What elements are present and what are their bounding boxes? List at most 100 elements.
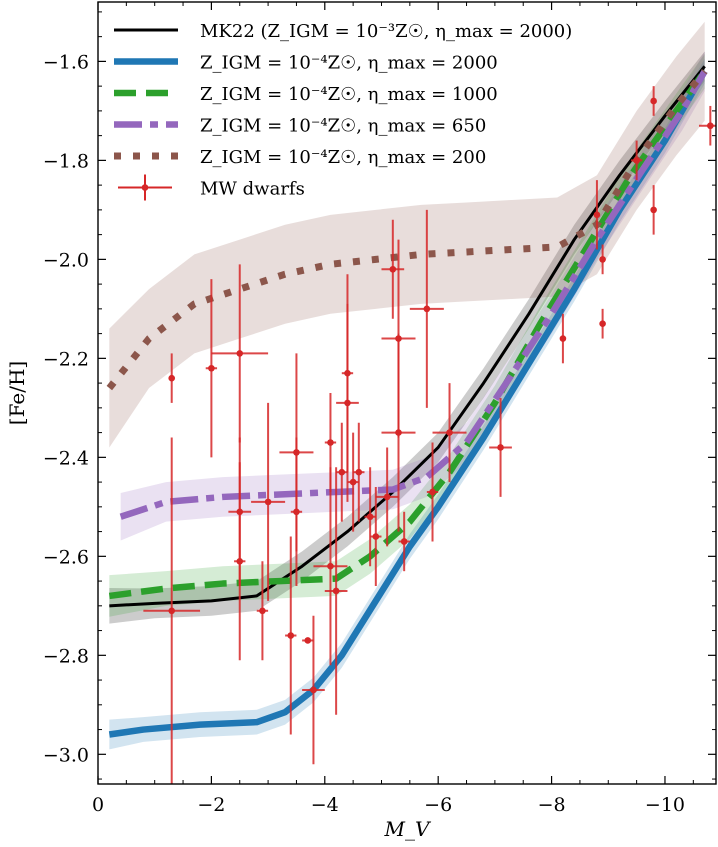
uncertainty-bands <box>109 21 705 750</box>
mw-dwarf-point <box>290 437 303 587</box>
legend-swatch-marker <box>141 184 149 191</box>
mw-dwarf-point <box>143 437 201 784</box>
y-tick-label: −1.8 <box>43 150 89 172</box>
point-marker <box>338 468 346 476</box>
mw-dwarf-point <box>593 180 601 250</box>
point-marker <box>633 157 640 164</box>
point-marker <box>400 538 408 545</box>
legend-label: MK22 (Z_IGM = 10⁻³Z☉, η_max = 2000) <box>200 21 572 42</box>
mw-dwarf-point <box>630 140 643 181</box>
legend: MK22 (Z_IGM = 10⁻³Z☉, η_max = 2000) Z_IGM… <box>114 21 572 201</box>
point-marker <box>599 256 606 263</box>
legend-label: Z_IGM = 10⁻⁴Z☉, η_max = 2000 <box>200 53 498 74</box>
mw-dwarf-point <box>168 353 176 403</box>
x-tick-label: −2 <box>197 794 225 816</box>
point-marker <box>650 206 657 214</box>
mw-dwarf-point <box>353 422 365 522</box>
mw-dwarf-point <box>256 561 269 661</box>
mw-dwarf-point <box>341 274 354 473</box>
mw-dwarf-point <box>324 393 337 492</box>
mw-dwarf-point <box>364 467 376 567</box>
point-marker <box>429 488 436 496</box>
point-marker <box>236 557 244 565</box>
mw-dwarf-point <box>324 467 348 715</box>
legend-label: MW dwarfs <box>200 179 305 200</box>
point-marker <box>349 478 357 486</box>
point-marker <box>310 686 317 694</box>
mw-dwarf-point <box>370 487 382 587</box>
mw-dwarf-point <box>347 432 359 532</box>
mw-dwarf-point <box>211 264 269 443</box>
point-marker <box>599 320 606 328</box>
y-tick-label: −2.4 <box>43 447 89 469</box>
x-tick-label: −8 <box>538 794 566 816</box>
line-series-3 <box>119 69 708 520</box>
mw-dwarf-point <box>336 422 348 522</box>
point-marker <box>332 587 340 595</box>
mw-dwarf-point <box>432 383 467 483</box>
axis-ticks: 0 −2 −4 −6 −8 −10 −3.0 −2.8 −2.6 −2.4 −2.2 −2.0 −1.8… <box>43 2 716 816</box>
y-tick-label: −2.0 <box>43 249 89 271</box>
mw-dwarf-point <box>375 447 399 547</box>
y-tick-label: −1.6 <box>43 51 89 73</box>
mw-dwarf-point <box>313 467 348 666</box>
x-axis-label: M_V <box>384 817 432 841</box>
point-marker <box>383 493 391 501</box>
point-marker <box>497 444 504 451</box>
legend-entry: Z_IGM = 10⁻⁴Z☉, η_max = 1000 <box>114 84 498 105</box>
mw-dwarf-point <box>599 308 606 339</box>
point-marker <box>650 97 657 105</box>
x-tick-label: −6 <box>424 794 452 816</box>
legend-entry: Z_IGM = 10⁻⁴Z☉, η_max = 2000 <box>114 53 498 74</box>
point-marker <box>446 429 453 436</box>
legend-entry: MW dwarfs <box>118 174 305 201</box>
point-marker <box>423 305 431 313</box>
point-marker <box>304 637 312 644</box>
point-marker <box>293 508 300 516</box>
mw-dwarf-point <box>599 244 606 275</box>
line-series-2 <box>108 69 708 600</box>
line-series-4 <box>106 69 708 391</box>
point-marker <box>559 335 567 342</box>
mw-dwarf-point <box>409 209 444 408</box>
point-marker <box>389 265 397 273</box>
y-tick-label: −3.0 <box>43 744 89 766</box>
mw-dwarf-point <box>426 442 439 542</box>
band-series-3 <box>120 51 705 541</box>
line-series-0 <box>109 65 706 608</box>
mw-dwarf-point <box>302 637 314 644</box>
legend-label: Z_IGM = 10⁻⁴Z☉, η_max = 650 <box>200 116 486 137</box>
mw-dwarf-point <box>381 333 416 532</box>
mw-dwarf-point <box>251 402 286 601</box>
point-marker <box>593 211 601 219</box>
y-tick-label: −2.8 <box>43 645 89 667</box>
x-tick-label: 0 <box>92 794 104 816</box>
mw-dwarf-point <box>698 105 716 146</box>
legend-entry: Z_IGM = 10⁻⁴Z☉, η_max = 650 <box>114 116 486 137</box>
point-marker <box>168 607 176 615</box>
data-points <box>143 86 716 784</box>
mw-dwarf-point <box>489 397 512 497</box>
mw-dwarf-point <box>398 511 410 572</box>
point-marker <box>236 350 244 357</box>
point-marker <box>344 369 351 377</box>
point-marker <box>355 468 363 476</box>
mw-dwarf-point <box>650 86 657 116</box>
legend-entry: MK22 (Z_IGM = 10⁻³Z☉, η_max = 2000) <box>114 21 572 42</box>
legend-label: Z_IGM = 10⁻⁴Z☉, η_max = 1000 <box>200 84 498 105</box>
y-axis-label: [Fe/H] <box>5 361 29 425</box>
x-tick-label: −10 <box>645 794 685 816</box>
x-tick-label: −4 <box>311 794 339 816</box>
mw-dwarf-point <box>650 185 657 235</box>
mw-dwarf-point <box>205 279 218 458</box>
point-marker <box>287 632 295 639</box>
plot-frame <box>97 1 717 785</box>
legend-entry: Z_IGM = 10⁻⁴Z☉, η_max = 200 <box>114 147 486 168</box>
band-series-4 <box>109 21 705 448</box>
mw-dwarf-point <box>285 536 297 735</box>
point-marker <box>168 374 176 382</box>
y-tick-label: −2.6 <box>43 546 89 568</box>
point-marker <box>259 607 266 615</box>
point-marker <box>208 364 215 372</box>
y-tick-label: −2.2 <box>43 348 89 370</box>
